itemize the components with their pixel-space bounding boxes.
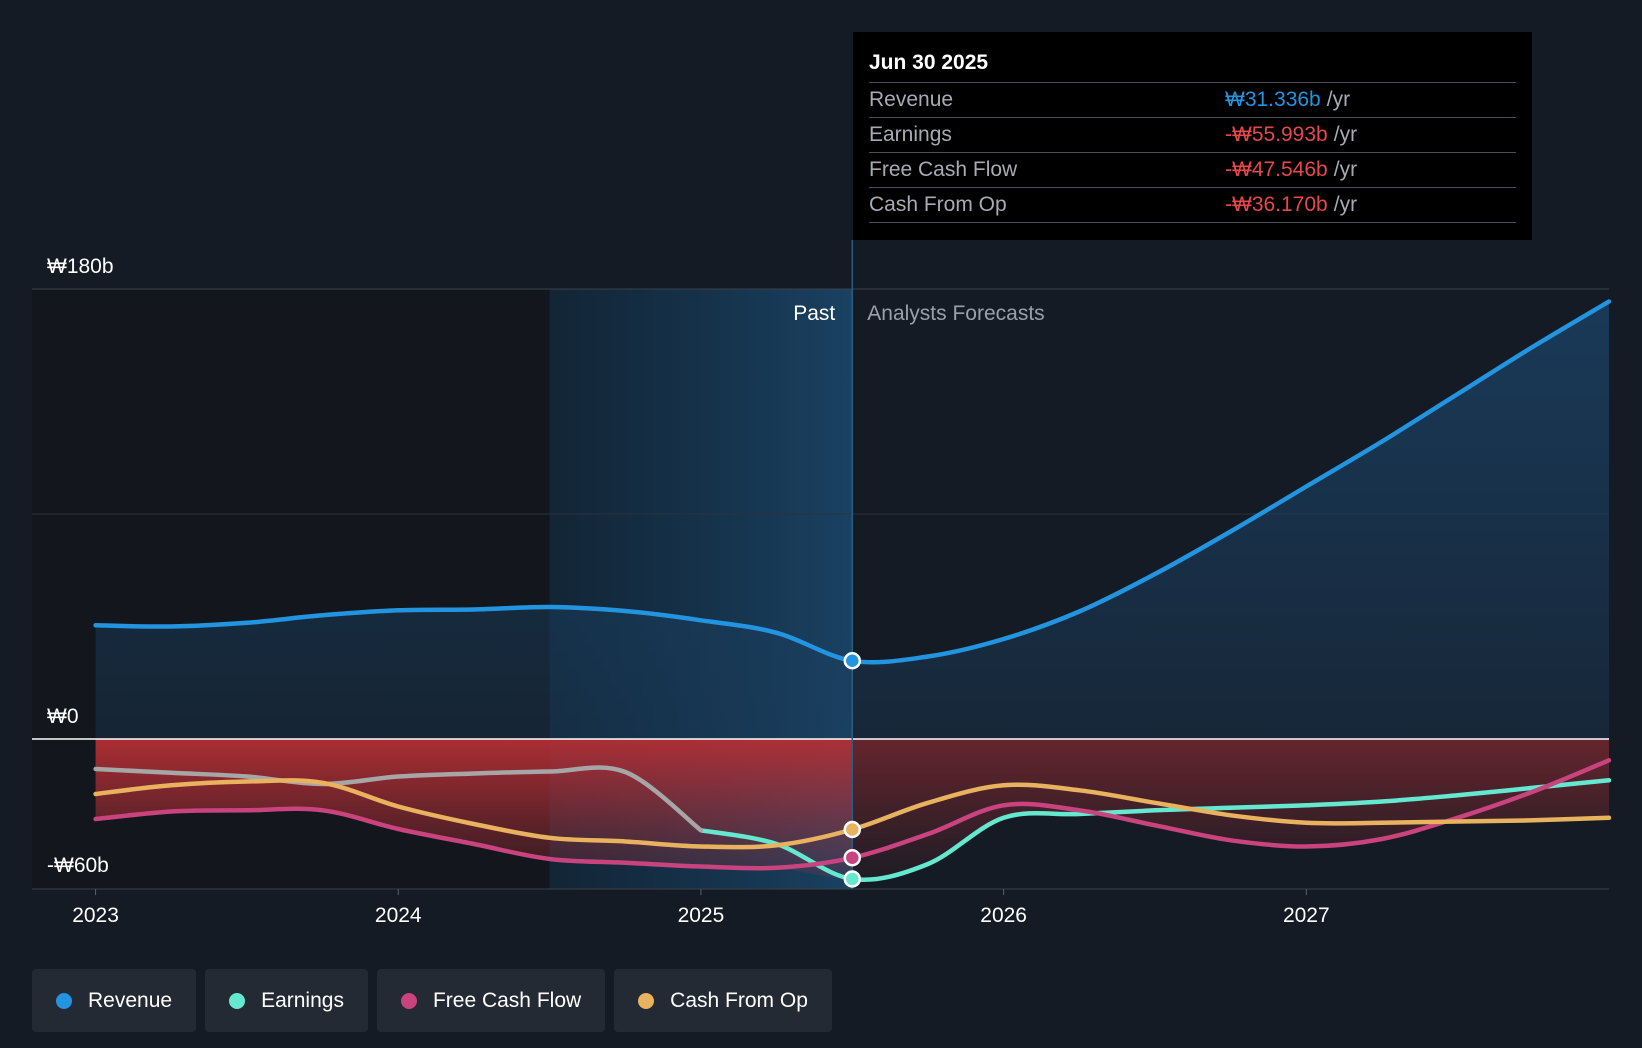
- cash-from-op-dot-icon: [638, 992, 655, 1009]
- revenue-line: [93, 299, 1612, 665]
- legend-label: Revenue: [88, 988, 173, 1012]
- earnings-dot-icon: [229, 992, 246, 1009]
- earnings-marker: [843, 870, 862, 888]
- tooltip-row-unit: /yr: [1326, 88, 1351, 111]
- earnings-line-past: [93, 765, 704, 833]
- cash-from-op-marker: [843, 820, 862, 839]
- legend-item-revenue[interactable]: Revenue: [32, 969, 197, 1032]
- y-axis-label-neg60b: -₩60b: [47, 854, 109, 877]
- tooltip-row-value: -₩55.993b: [1225, 123, 1328, 146]
- tooltip-row-value: -₩36.170b: [1225, 193, 1328, 216]
- tooltip: Jun 30 2025 Revenue ₩31.336b /yr Earning…: [853, 32, 1532, 240]
- legend: Revenue Earnings Free Cash Flow Cash Fro…: [32, 969, 832, 1032]
- legend-item-earnings[interactable]: Earnings: [205, 969, 368, 1032]
- legend-item-cash-from-op[interactable]: Cash From Op: [614, 969, 832, 1032]
- revenue-area: [95, 301, 1609, 739]
- x-tick-label-2023: 2023: [72, 904, 119, 927]
- tooltip-row-unit: /yr: [1333, 123, 1358, 146]
- tooltip-row-value: -₩47.546b: [1225, 158, 1328, 181]
- tooltip-row-cash-from-op: Cash From Op -₩36.170b /yr: [869, 188, 1516, 223]
- legend-item-free-cash-flow[interactable]: Free Cash Flow: [376, 969, 606, 1032]
- legend-label: Free Cash Flow: [432, 988, 582, 1012]
- x-tick-label-2025: 2025: [678, 904, 725, 927]
- tooltip-date: Jun 30 2025: [869, 46, 1516, 83]
- y-axis-label-180b: ₩180b: [47, 255, 114, 278]
- x-tick-label-2026: 2026: [980, 904, 1027, 927]
- x-tick-label-2024: 2024: [375, 904, 422, 927]
- y-axis-label-zero: ₩0: [47, 705, 79, 728]
- tooltip-row-revenue: Revenue ₩31.336b /yr: [869, 83, 1516, 118]
- forecast-label: Analysts Forecasts: [867, 302, 1044, 325]
- legend-label: Cash From Op: [670, 988, 808, 1012]
- legend-label: Earnings: [261, 988, 344, 1012]
- tooltip-row-earnings: Earnings -₩55.993b /yr: [869, 118, 1516, 153]
- free-cash-flow-dot-icon: [400, 992, 417, 1009]
- tooltip-row-unit: /yr: [1333, 158, 1358, 181]
- revenue-marker: [843, 652, 862, 670]
- x-tick-label-2027: 2027: [1283, 904, 1330, 927]
- tooltip-row-label: Free Cash Flow: [869, 158, 1018, 181]
- tooltip-row-unit: /yr: [1333, 193, 1358, 216]
- past-label: Past: [793, 302, 835, 325]
- tooltip-row-value: ₩31.336b: [1225, 88, 1321, 111]
- tooltip-row-free-cash-flow: Free Cash Flow -₩47.546b /yr: [869, 153, 1516, 188]
- tooltip-row-label: Cash From Op: [869, 193, 1007, 216]
- tooltip-row-label: Earnings: [869, 123, 952, 146]
- tooltip-row-label: Revenue: [869, 88, 954, 111]
- revenue-dot-icon: [56, 992, 72, 1009]
- free-cash-flow-marker: [843, 849, 862, 867]
